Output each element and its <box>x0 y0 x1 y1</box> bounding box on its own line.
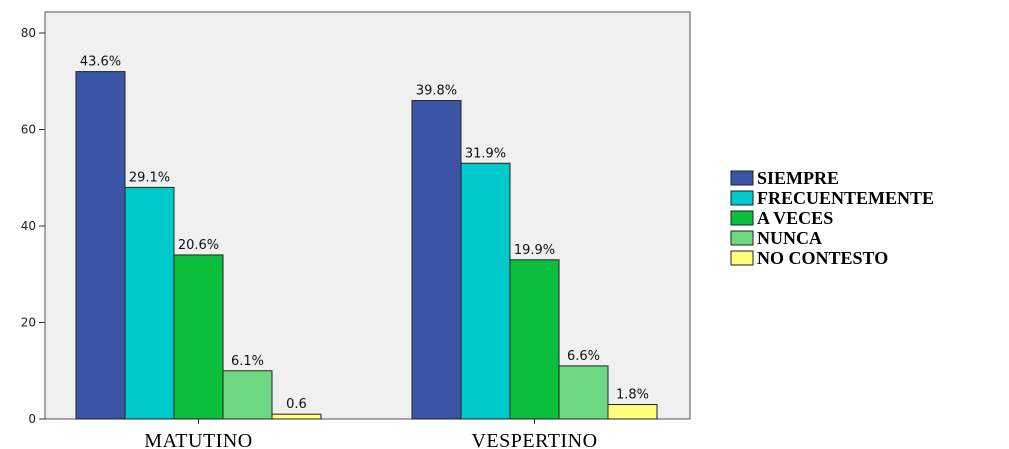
data-label: 29.1% <box>129 170 170 185</box>
y-tick-label: 80 <box>21 26 36 40</box>
legend-swatch <box>730 210 754 226</box>
bar-no-contesto-matutino <box>271 413 322 420</box>
data-label: 20.6% <box>178 238 219 253</box>
legend-swatch <box>730 230 754 246</box>
bar-a-veces-vespertino <box>509 259 560 420</box>
bar-labels: 43.6% 29.1% 20.6% 6.1% 0.6 39.8% 31.9% 19.9% 6.6… <box>80 55 649 413</box>
x-category-label: VESPERTINO <box>471 430 597 449</box>
legend-swatch <box>730 170 754 186</box>
data-label: 1.8% <box>616 388 649 403</box>
legend-label: SIEMPRE <box>757 168 839 188</box>
legend-label: NUNCA <box>757 228 822 248</box>
bar-frecuentemente-vespertino <box>460 162 511 420</box>
y-axis: 0 20 40 60 80 <box>21 26 45 426</box>
bar-frecuentemente-matutino <box>124 186 175 420</box>
bars <box>75 71 658 420</box>
y-tick-label: 60 <box>21 123 36 137</box>
bar-nunca-matutino <box>222 370 273 420</box>
y-tick-label: 0 <box>28 412 36 426</box>
legend-label: FRECUENTEMENTE <box>757 188 934 208</box>
data-label: 43.6% <box>80 55 121 70</box>
bar-nunca-vespertino <box>558 365 609 420</box>
data-label: 31.9% <box>465 146 506 161</box>
bar-no-contesto-vespertino <box>607 404 658 420</box>
y-tick-label: 20 <box>21 316 36 330</box>
data-label: 39.8% <box>416 84 457 99</box>
data-label: 19.9% <box>514 243 555 258</box>
data-label: 6.1% <box>231 354 264 369</box>
legend-label: NO CONTESTO <box>757 248 888 268</box>
bar-siempre-vespertino <box>411 100 462 420</box>
legend-label: A VECES <box>757 208 833 228</box>
bar-siempre-matutino <box>75 71 126 420</box>
data-label: 6.6% <box>567 349 600 364</box>
y-tick-label: 40 <box>21 219 36 233</box>
legend-swatch <box>730 250 754 266</box>
x-category-label: MATUTINO <box>144 430 252 449</box>
legend-swatch <box>730 190 754 206</box>
bar-a-veces-matutino <box>173 254 224 420</box>
data-label: 0.6 <box>286 397 307 412</box>
category-labels: MATUTINO VESPERTINO <box>144 419 597 449</box>
